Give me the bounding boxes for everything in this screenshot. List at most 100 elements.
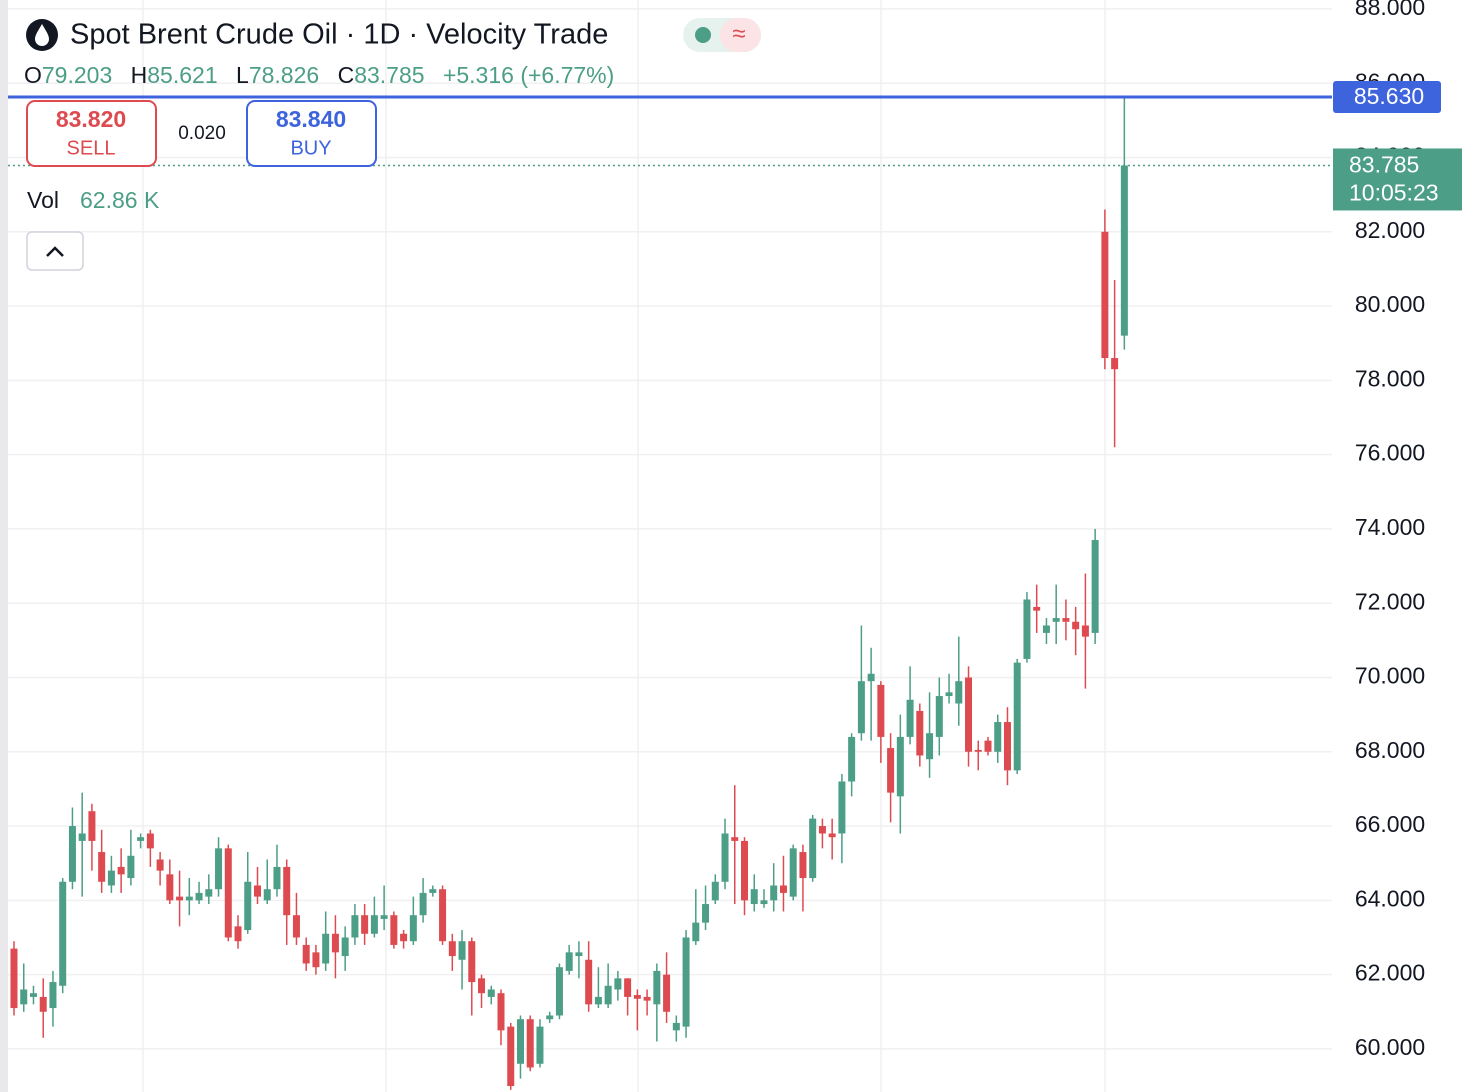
candle-body: [419, 892, 427, 916]
candle-body: [429, 889, 437, 893]
last-price-label: 83.785: [1349, 152, 1419, 178]
candle-body: [945, 692, 953, 697]
candle-body: [1062, 618, 1070, 622]
candle-body: [39, 996, 47, 1012]
candle-body: [1003, 722, 1011, 771]
candle-body: [848, 736, 856, 782]
candle-body: [448, 941, 456, 957]
candle-body: [283, 866, 291, 916]
candle-body: [205, 889, 213, 897]
vol-value: 62.86 K: [80, 187, 160, 213]
candle-body: [516, 1019, 524, 1064]
candle-body: [555, 967, 563, 1016]
y-tick-label: 80.000: [1355, 291, 1425, 317]
candle-body: [906, 699, 914, 737]
candle-body: [400, 933, 408, 942]
candle-body: [380, 915, 388, 919]
candle-body: [770, 885, 778, 901]
candle-body: [974, 749, 982, 752]
c-value: 83.785: [354, 62, 424, 88]
price-line-tag: [1333, 80, 1441, 113]
last-price-tag: [1333, 148, 1462, 211]
candle-body: [273, 866, 281, 890]
candle-body: [1101, 231, 1109, 359]
sell-button[interactable]: [26, 100, 157, 167]
candle-body: [614, 978, 622, 990]
candle-body: [663, 974, 671, 1012]
candle-body: [331, 933, 339, 953]
y-tick-label: 72.000: [1355, 588, 1425, 614]
candle-body: [779, 885, 787, 893]
candle-body: [497, 993, 505, 1031]
candle-body: [78, 833, 86, 841]
candle-body: [857, 681, 865, 734]
candle-body: [137, 837, 145, 841]
countdown: 10:05:23: [1349, 180, 1439, 206]
buy-button[interactable]: [246, 100, 377, 167]
approx-icon: ≈: [732, 20, 745, 47]
grid: 60.000 62.000 64.000 66.000 68.000 70.000 72.0…: [8, 0, 1425, 1060]
header: Spot Brent Crude Oil · 1D · Velocity Tra…: [24, 18, 761, 271]
h-label: H: [131, 62, 148, 88]
y-tick-label: 64.000: [1355, 885, 1425, 911]
collapse-button[interactable]: [26, 231, 84, 271]
y-tick-label: 78.000: [1355, 365, 1425, 391]
y-tick-label: 74.000: [1355, 514, 1425, 540]
candle-body: [721, 833, 729, 882]
candle-body: [263, 889, 271, 901]
candle-body: [867, 673, 875, 682]
candle-body: [390, 915, 398, 945]
candle-body: [49, 982, 57, 1009]
y-tick-label: 70.000: [1355, 663, 1425, 689]
candle-body: [916, 710, 924, 756]
buy-label: BUY: [290, 137, 331, 159]
candle-body: [633, 995, 641, 999]
candle-body: [828, 833, 836, 838]
candle-body: [955, 681, 963, 704]
candle-body: [809, 818, 817, 879]
candle-body: [604, 985, 612, 1005]
candle-body: [68, 826, 76, 882]
caret-icon: [46, 246, 64, 257]
y-tick-label: 60.000: [1355, 1034, 1425, 1060]
candle-body: [156, 859, 164, 871]
candle-body: [789, 848, 797, 897]
candle-body: [439, 889, 447, 942]
candle-body: [127, 855, 135, 879]
candle-body: [458, 941, 466, 960]
y-tick-label: 62.000: [1355, 960, 1425, 986]
candle-body: [224, 848, 232, 938]
candle-body: [838, 781, 846, 834]
y-tick-label: 76.000: [1355, 440, 1425, 466]
h-value: 85.621: [147, 62, 217, 88]
candle-body: [302, 944, 310, 964]
candle-body: [702, 904, 710, 923]
candle-body: [877, 684, 885, 737]
candle-body: [166, 874, 174, 901]
c-label: C: [338, 62, 355, 88]
candle-body: [254, 885, 261, 897]
candle-body: [20, 989, 28, 1005]
candle-body: [799, 852, 807, 879]
candle-body: [10, 948, 18, 1009]
candle-body: [146, 833, 154, 849]
candle-body: [507, 1026, 515, 1087]
candle-body: [643, 996, 651, 1001]
candle-body: [341, 937, 349, 957]
ohlc-row: O79.203 H85.621 L78.826 C83.785 +5.316 (…: [24, 62, 614, 88]
candle-body: [215, 848, 223, 890]
candle-body: [672, 1022, 680, 1031]
candle-body: [59, 881, 67, 986]
y-tick-label: 66.000: [1355, 811, 1425, 837]
candle-body: [624, 978, 632, 997]
candle-body: [896, 736, 904, 797]
drop-icon: [35, 24, 49, 46]
candle-body: [195, 892, 203, 901]
buy-price: 83.840: [276, 106, 346, 132]
change: +5.316 (+6.77%): [443, 62, 614, 88]
candle-body: [760, 900, 768, 905]
candle-body: [478, 978, 486, 994]
o-value: 79.203: [42, 62, 112, 88]
candle-body: [312, 952, 320, 968]
candle-body: [818, 826, 826, 834]
